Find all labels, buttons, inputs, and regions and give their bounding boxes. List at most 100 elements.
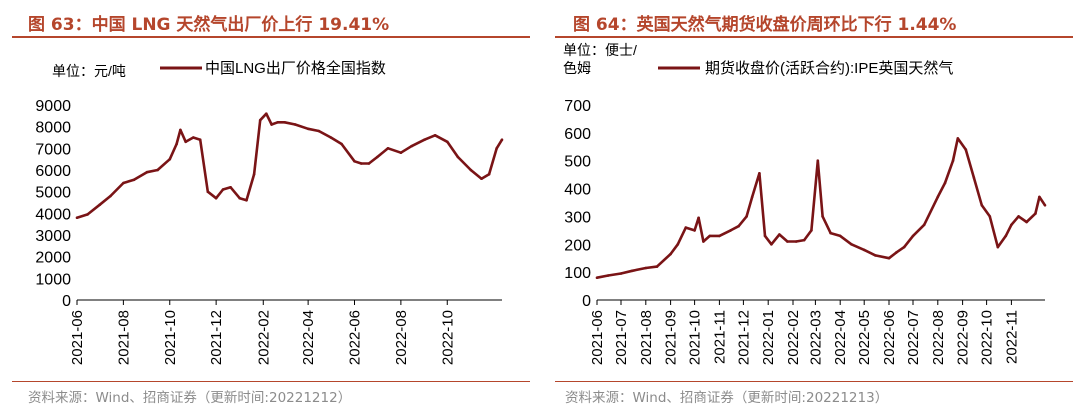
data-point	[306, 127, 310, 131]
data-point	[469, 168, 473, 172]
title-rule	[555, 36, 1073, 38]
data-point	[480, 177, 483, 180]
y-tick-label: 200	[564, 237, 591, 254]
x-tick-label: 2021-06	[589, 310, 606, 365]
data-point	[902, 245, 906, 249]
data-point	[446, 140, 449, 144]
x-tick-label: 2022-08	[393, 310, 410, 365]
data-point	[894, 251, 898, 254]
data-point	[630, 269, 634, 273]
x-tick-label: 2021-12	[735, 310, 752, 365]
data-point	[245, 199, 248, 202]
legend-label: 中国LNG出厂价格全国指数	[205, 59, 386, 77]
data-point	[718, 234, 721, 238]
title-rule	[12, 36, 530, 38]
x-tick-label: 2021-10	[687, 310, 704, 365]
data-point	[423, 138, 426, 141]
data-point	[168, 157, 172, 161]
x-tick-label: 2021-12	[208, 310, 225, 365]
data-point	[238, 196, 241, 200]
data-point	[179, 128, 182, 132]
x-tick-label: 2022-06	[347, 310, 364, 365]
x-tick-label: 2022-09	[955, 310, 972, 365]
y-tick-label: 700	[564, 98, 591, 115]
data-point	[360, 162, 363, 165]
data-point	[109, 194, 112, 198]
y-tick-label: 0	[62, 293, 71, 310]
data-point	[816, 159, 820, 162]
data-point	[293, 123, 297, 126]
data-point	[221, 188, 225, 191]
source-note: 资料来源：Wind、招商证券（更新时间:20221212）	[28, 390, 352, 406]
y-tick-label: 3000	[35, 228, 71, 245]
x-tick-label: 2022-04	[300, 310, 317, 365]
data-point	[376, 155, 379, 159]
data-point	[317, 129, 321, 133]
data-point	[122, 181, 125, 185]
data-point	[456, 155, 460, 159]
data-point	[778, 233, 781, 236]
y-tick-label: 500	[564, 154, 591, 171]
data-point	[206, 190, 210, 193]
x-tick-label: 2022-10	[979, 310, 996, 365]
data-point	[702, 240, 705, 243]
data-point	[838, 234, 842, 238]
data-point	[911, 234, 915, 238]
x-tick-label: 2022-11	[1003, 310, 1020, 364]
data-point	[270, 123, 273, 126]
data-point	[750, 195, 754, 199]
y-tick-label: 100	[564, 265, 591, 282]
x-tick-label: 2022-07	[905, 310, 922, 365]
data-point	[265, 112, 268, 115]
data-point	[697, 216, 700, 220]
data-point	[258, 118, 262, 122]
data-point	[850, 243, 853, 246]
data-point	[198, 138, 202, 141]
y-tick-label: 6000	[35, 163, 71, 180]
y-tick-label: 5000	[35, 185, 71, 202]
data-point	[922, 223, 926, 227]
data-point	[763, 234, 767, 238]
data-point	[1038, 195, 1041, 199]
data-point	[874, 254, 877, 257]
data-point	[353, 160, 356, 163]
y-tick-label: 300	[564, 209, 591, 226]
data-point	[184, 140, 187, 144]
data-point	[708, 234, 712, 238]
data-point	[175, 142, 178, 146]
footer-rule	[555, 381, 1073, 382]
data-point	[75, 216, 79, 219]
x-tick-label: 2022-02	[785, 310, 802, 365]
data-point	[729, 229, 732, 232]
data-point	[951, 159, 955, 162]
unit-label: 单位：元/吨	[52, 63, 126, 79]
data-point	[758, 172, 761, 175]
data-point	[810, 229, 813, 232]
data-point	[156, 168, 159, 172]
data-point	[821, 215, 824, 218]
data-point	[1010, 223, 1013, 227]
x-tick-label: 2022-10	[439, 310, 456, 365]
data-point	[862, 248, 866, 252]
data-point	[1025, 220, 1028, 224]
chart-panel-lng: 图 63：中国 LNG 天然气出厂价上行 19.41% 单位：元/吨 中国LNG出…	[12, 15, 530, 406]
x-tick-label: 2021-11	[711, 310, 728, 364]
data-point	[972, 176, 976, 179]
data-point	[684, 226, 688, 229]
data-point	[943, 181, 947, 185]
x-tick-label: 2021-10	[162, 310, 179, 365]
y-tick-label: 7000	[35, 141, 71, 158]
data-point	[669, 252, 672, 256]
data-point	[132, 178, 136, 182]
y-tick-label: 2000	[35, 250, 71, 267]
x-tick-label: 2022-05	[856, 310, 873, 365]
data-point	[676, 243, 680, 246]
data-point	[956, 137, 960, 140]
data-point	[595, 276, 599, 280]
x-tick-label: 2021-08	[115, 310, 132, 365]
chart-panel-ipe: 图 64：英国天然气期货收盘价周环比下行 1.44% 单位：便士/色姆 期货收盘价…	[545, 0, 1080, 412]
data-point	[433, 134, 437, 137]
data-point	[495, 147, 499, 150]
y-tick-label: 9000	[35, 98, 71, 115]
y-tick-label: 4000	[35, 206, 71, 223]
